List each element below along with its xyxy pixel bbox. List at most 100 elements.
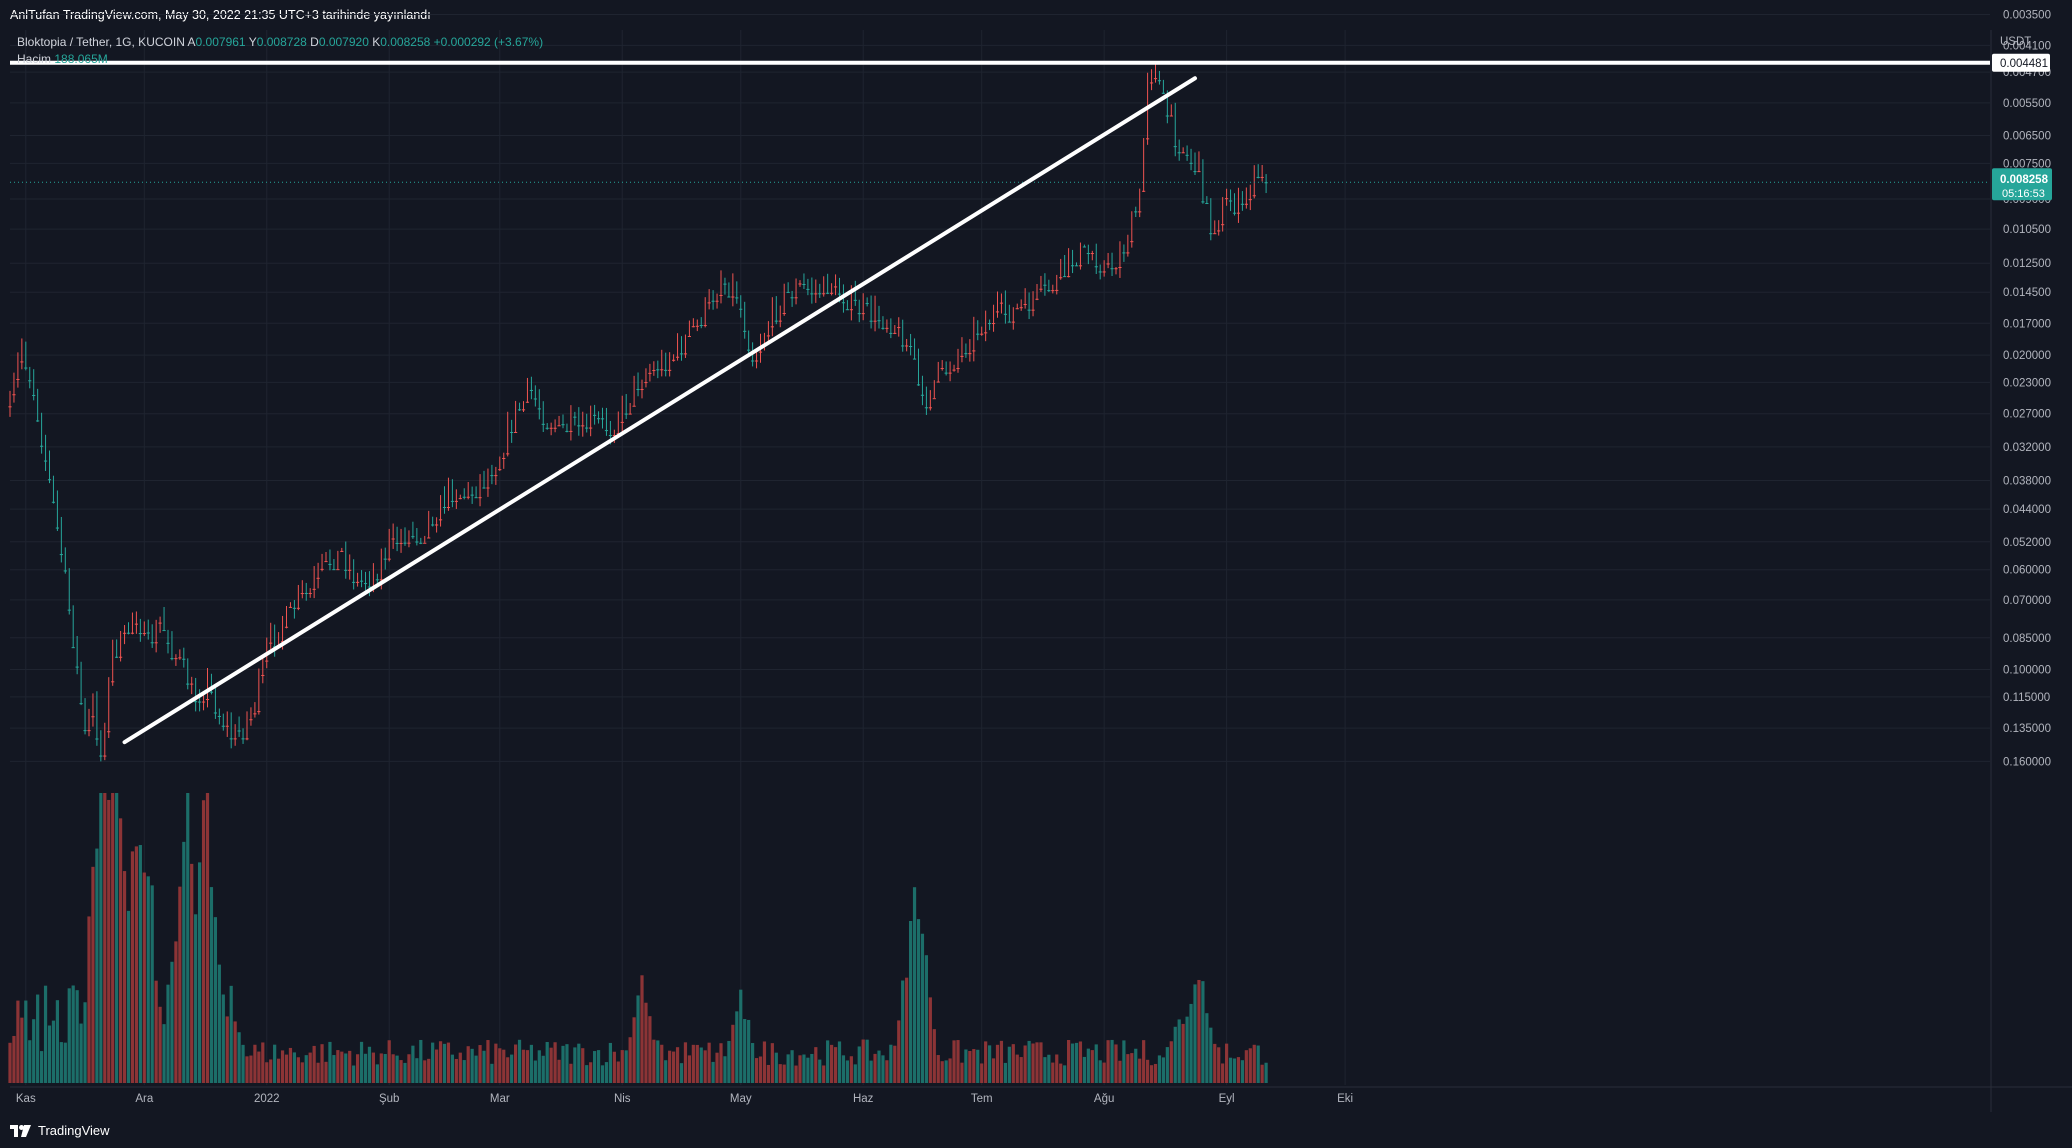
candle-body [87,730,91,732]
volume-bar [596,1050,601,1083]
volume-bar [889,1044,893,1083]
candle-body [585,427,589,429]
price-tick-label: 0.115000 [2003,692,2050,704]
volume-bar [379,1053,383,1083]
candle-body [569,430,573,432]
candle-body [1197,171,1201,173]
candle-body [1201,201,1205,203]
volume-bar [217,964,221,1083]
candle-body [1205,203,1209,205]
candle-body [387,558,391,560]
candle-body [529,389,533,391]
close-value: 0.008258 [380,35,431,49]
volume-bar [107,799,111,1083]
volume-bar [241,1044,245,1083]
volume-bar [221,994,225,1083]
candle-body [573,416,577,418]
candle-body [225,725,229,727]
candle-body [1011,321,1015,323]
tradingview-logo[interactable]: TradingView [10,1123,110,1138]
candle-body [1260,176,1264,178]
candle-body [893,332,897,334]
candle-body [158,622,162,624]
footer-bar [0,1112,2072,1148]
volume-bar [723,1056,727,1083]
candle-body [581,425,585,427]
candle-body [830,292,834,294]
candle-body [758,351,763,353]
volume-bar [67,988,71,1083]
volume-bar [798,1055,802,1083]
candle-body [332,569,336,571]
candle-body [419,542,423,544]
candle-body [99,755,103,757]
volume-bar [336,1050,340,1083]
candle-body [786,291,790,293]
candle-body [40,445,44,447]
candle-body [403,542,407,544]
volume-bar [1165,1047,1169,1083]
volume-bar [624,1050,628,1083]
volume-bar [1149,1065,1154,1083]
volume-bar [585,1065,589,1083]
volume-bar [205,793,210,1083]
candle-body [1228,200,1233,202]
price-tick-label: 0.027000 [2003,409,2051,421]
price-tick-label: 0.003500 [2003,10,2051,22]
candle-body [257,711,261,713]
price-tick-label: 0.135000 [2003,723,2051,735]
volume-bar [968,1050,972,1083]
candle-body [245,738,249,740]
high-value: 0.008728 [256,35,307,49]
candle-body [466,496,470,498]
time-tick-label: May [730,1093,752,1105]
volume-bar [869,1060,873,1083]
plot-area [10,30,1990,1085]
symbol-name[interactable]: Bloktopia / Tether, 1G, KUCOIN [17,35,185,49]
volume-bar [1082,1056,1086,1083]
candle-body [217,715,221,717]
candle-body [675,356,680,358]
volume-bar [316,1062,320,1083]
volume-bar [616,1061,620,1083]
candle-body [782,313,786,315]
volume-bar [213,917,217,1083]
volume-bar [490,1063,494,1083]
candle-body [1161,92,1165,94]
volume-bar [672,1051,676,1083]
candle-body [1181,152,1185,154]
volume-bar [703,1050,707,1083]
candle-body [198,701,202,703]
volume-bar [857,1046,861,1083]
volume-bar [1011,1044,1015,1083]
volume-bar [754,1058,759,1083]
candle-body [119,656,123,658]
time-tick-label: Ara [135,1093,154,1105]
price-tick-label: 0.038000 [2003,475,2051,487]
candle-body [1118,267,1122,269]
volume-bar [1051,1062,1055,1083]
time-tick-label: Mar [490,1093,510,1105]
candle-body [486,487,490,489]
volume-label[interactable]: Hacim [17,52,52,66]
volume-bar [158,1006,162,1083]
candle-body [138,633,142,635]
volume-bar [901,980,905,1083]
price-tick-label: 0.014500 [2003,287,2051,299]
volume-bar [569,1063,573,1083]
volume-bar [695,1044,699,1083]
volume-bar [849,1056,853,1083]
candle-body [735,297,739,299]
candle-body [280,641,285,643]
candlestick-chart[interactable]: USDT 0.160000 0.135000 0.115000 0.100000 0.08… [0,0,2072,1112]
volume-bar [679,1063,684,1083]
volume-bar [36,994,40,1083]
volume-bar [1225,1043,1229,1083]
volume-bar [16,1000,20,1083]
volume-bar [691,1044,695,1083]
volume-bar [182,841,186,1083]
last-price-badge: 0.008258 05:16:53 [1992,168,2052,201]
volume-bar [600,1065,605,1083]
candle-body [818,293,822,295]
volume-bar [332,1055,336,1083]
